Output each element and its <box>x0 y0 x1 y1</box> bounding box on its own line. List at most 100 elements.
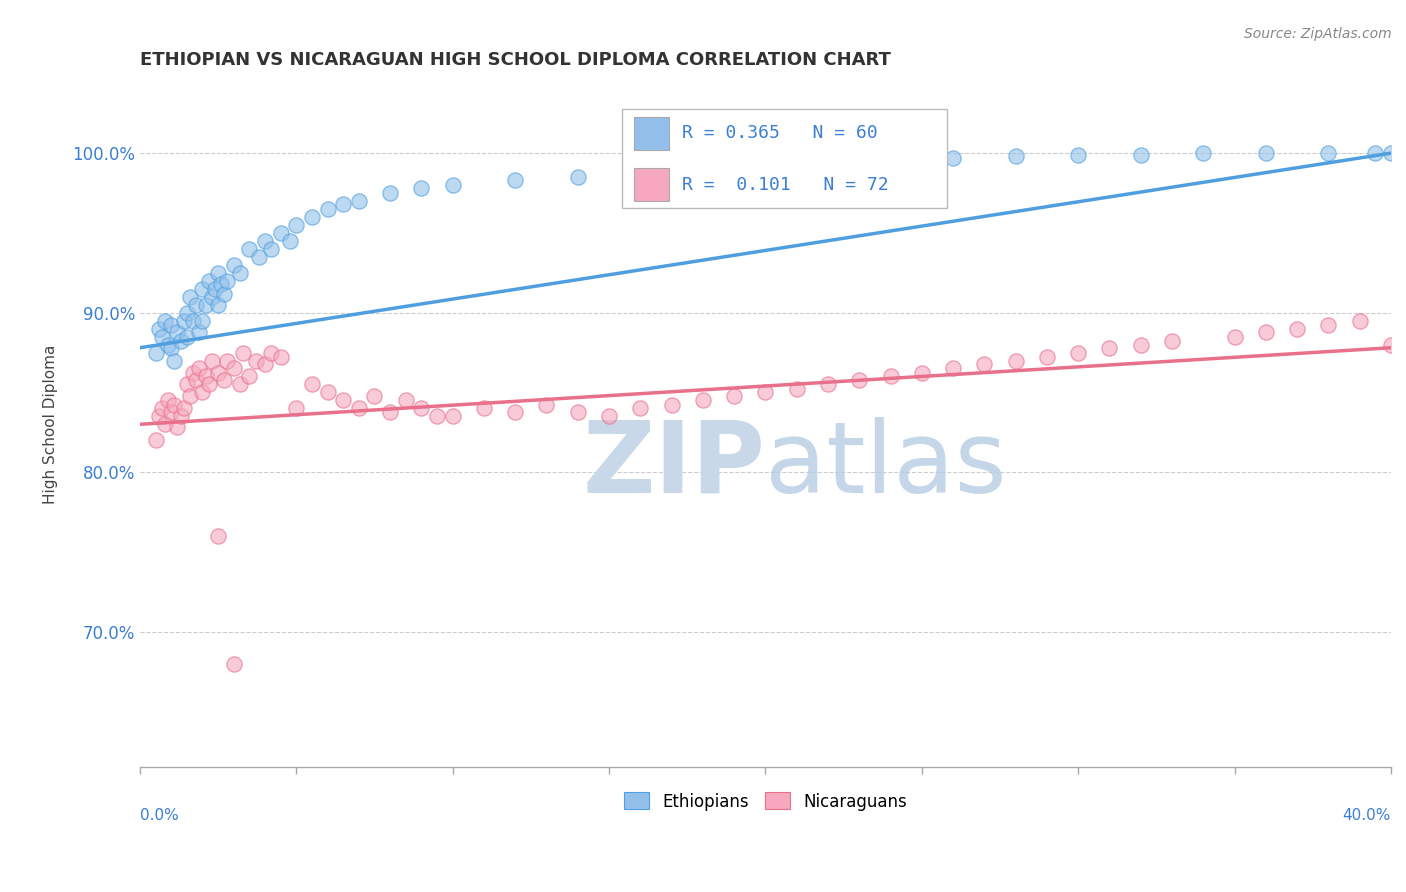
Point <box>247 250 270 264</box>
Point <box>754 385 776 400</box>
Point <box>160 341 183 355</box>
Point <box>285 401 308 416</box>
Point <box>238 242 260 256</box>
Point <box>754 159 776 173</box>
Point <box>186 373 208 387</box>
Point <box>426 409 449 424</box>
Y-axis label: High School Diploma: High School Diploma <box>44 344 58 504</box>
Point <box>411 181 433 195</box>
Point <box>347 194 370 208</box>
Point <box>169 409 191 424</box>
Point <box>191 282 214 296</box>
Point <box>723 388 745 402</box>
Point <box>217 353 239 368</box>
Point <box>153 313 176 327</box>
Point <box>150 329 173 343</box>
Point <box>145 434 167 448</box>
Point <box>817 155 839 169</box>
Point <box>1379 337 1402 351</box>
Point <box>285 218 308 232</box>
Point <box>378 186 401 200</box>
Point <box>1098 341 1121 355</box>
Point <box>173 401 195 416</box>
Point <box>411 401 433 416</box>
Point <box>879 153 901 167</box>
Point <box>1317 146 1340 161</box>
Text: atlas: atlas <box>765 417 1007 514</box>
Point <box>1286 321 1309 335</box>
Point <box>1254 146 1277 161</box>
Legend: Ethiopians, Nicaraguans: Ethiopians, Nicaraguans <box>617 786 914 817</box>
Point <box>229 266 252 280</box>
Point <box>567 169 589 184</box>
Point <box>207 366 229 380</box>
Point <box>214 373 236 387</box>
Text: ETHIOPIAN VS NICARAGUAN HIGH SCHOOL DIPLOMA CORRELATION CHART: ETHIOPIAN VS NICARAGUAN HIGH SCHOOL DIPL… <box>139 51 891 69</box>
Point <box>817 377 839 392</box>
Point <box>179 290 201 304</box>
Point <box>188 325 211 339</box>
Point <box>204 282 226 296</box>
Point <box>166 420 188 434</box>
Point <box>363 388 385 402</box>
Point <box>207 298 229 312</box>
Point <box>201 290 224 304</box>
Point <box>316 202 339 216</box>
Text: 0.0%: 0.0% <box>139 808 179 823</box>
Point <box>1004 353 1026 368</box>
Point <box>148 321 170 335</box>
Point <box>197 274 219 288</box>
Point <box>503 404 526 418</box>
Point <box>942 361 965 376</box>
Point <box>278 234 301 248</box>
Point <box>973 357 995 371</box>
Point <box>153 417 176 432</box>
Point <box>1254 325 1277 339</box>
Text: R = 0.365   N = 60: R = 0.365 N = 60 <box>682 125 877 143</box>
Point <box>222 361 245 376</box>
Point <box>145 345 167 359</box>
Point <box>166 325 188 339</box>
Point <box>503 173 526 187</box>
Point <box>1317 318 1340 333</box>
Point <box>169 334 191 349</box>
Point <box>186 298 208 312</box>
Point <box>567 404 589 418</box>
FancyBboxPatch shape <box>634 169 669 202</box>
Point <box>173 313 195 327</box>
Point <box>1364 146 1386 161</box>
Point <box>879 369 901 384</box>
Point <box>395 393 418 408</box>
Point <box>1036 351 1059 365</box>
Point <box>692 393 714 408</box>
Point <box>911 366 934 380</box>
Point <box>301 377 323 392</box>
Point <box>628 165 651 179</box>
Point <box>316 385 339 400</box>
Point <box>157 337 180 351</box>
Point <box>1223 329 1246 343</box>
Point <box>217 274 239 288</box>
Point <box>378 404 401 418</box>
Point <box>160 404 183 418</box>
Point <box>181 366 204 380</box>
Point <box>207 266 229 280</box>
Point <box>222 258 245 272</box>
Point <box>181 313 204 327</box>
Point <box>253 234 276 248</box>
Point <box>661 398 683 412</box>
Text: Source: ZipAtlas.com: Source: ZipAtlas.com <box>1244 27 1392 41</box>
Text: R =  0.101   N = 72: R = 0.101 N = 72 <box>682 176 889 194</box>
Point <box>270 226 292 240</box>
Point <box>301 210 323 224</box>
Point <box>160 318 183 333</box>
Point <box>201 353 224 368</box>
Point <box>441 409 464 424</box>
Point <box>191 313 214 327</box>
Point <box>1129 147 1152 161</box>
Point <box>188 361 211 376</box>
FancyBboxPatch shape <box>634 117 669 150</box>
Point <box>209 277 232 291</box>
Point <box>191 385 214 400</box>
Point <box>628 401 651 416</box>
